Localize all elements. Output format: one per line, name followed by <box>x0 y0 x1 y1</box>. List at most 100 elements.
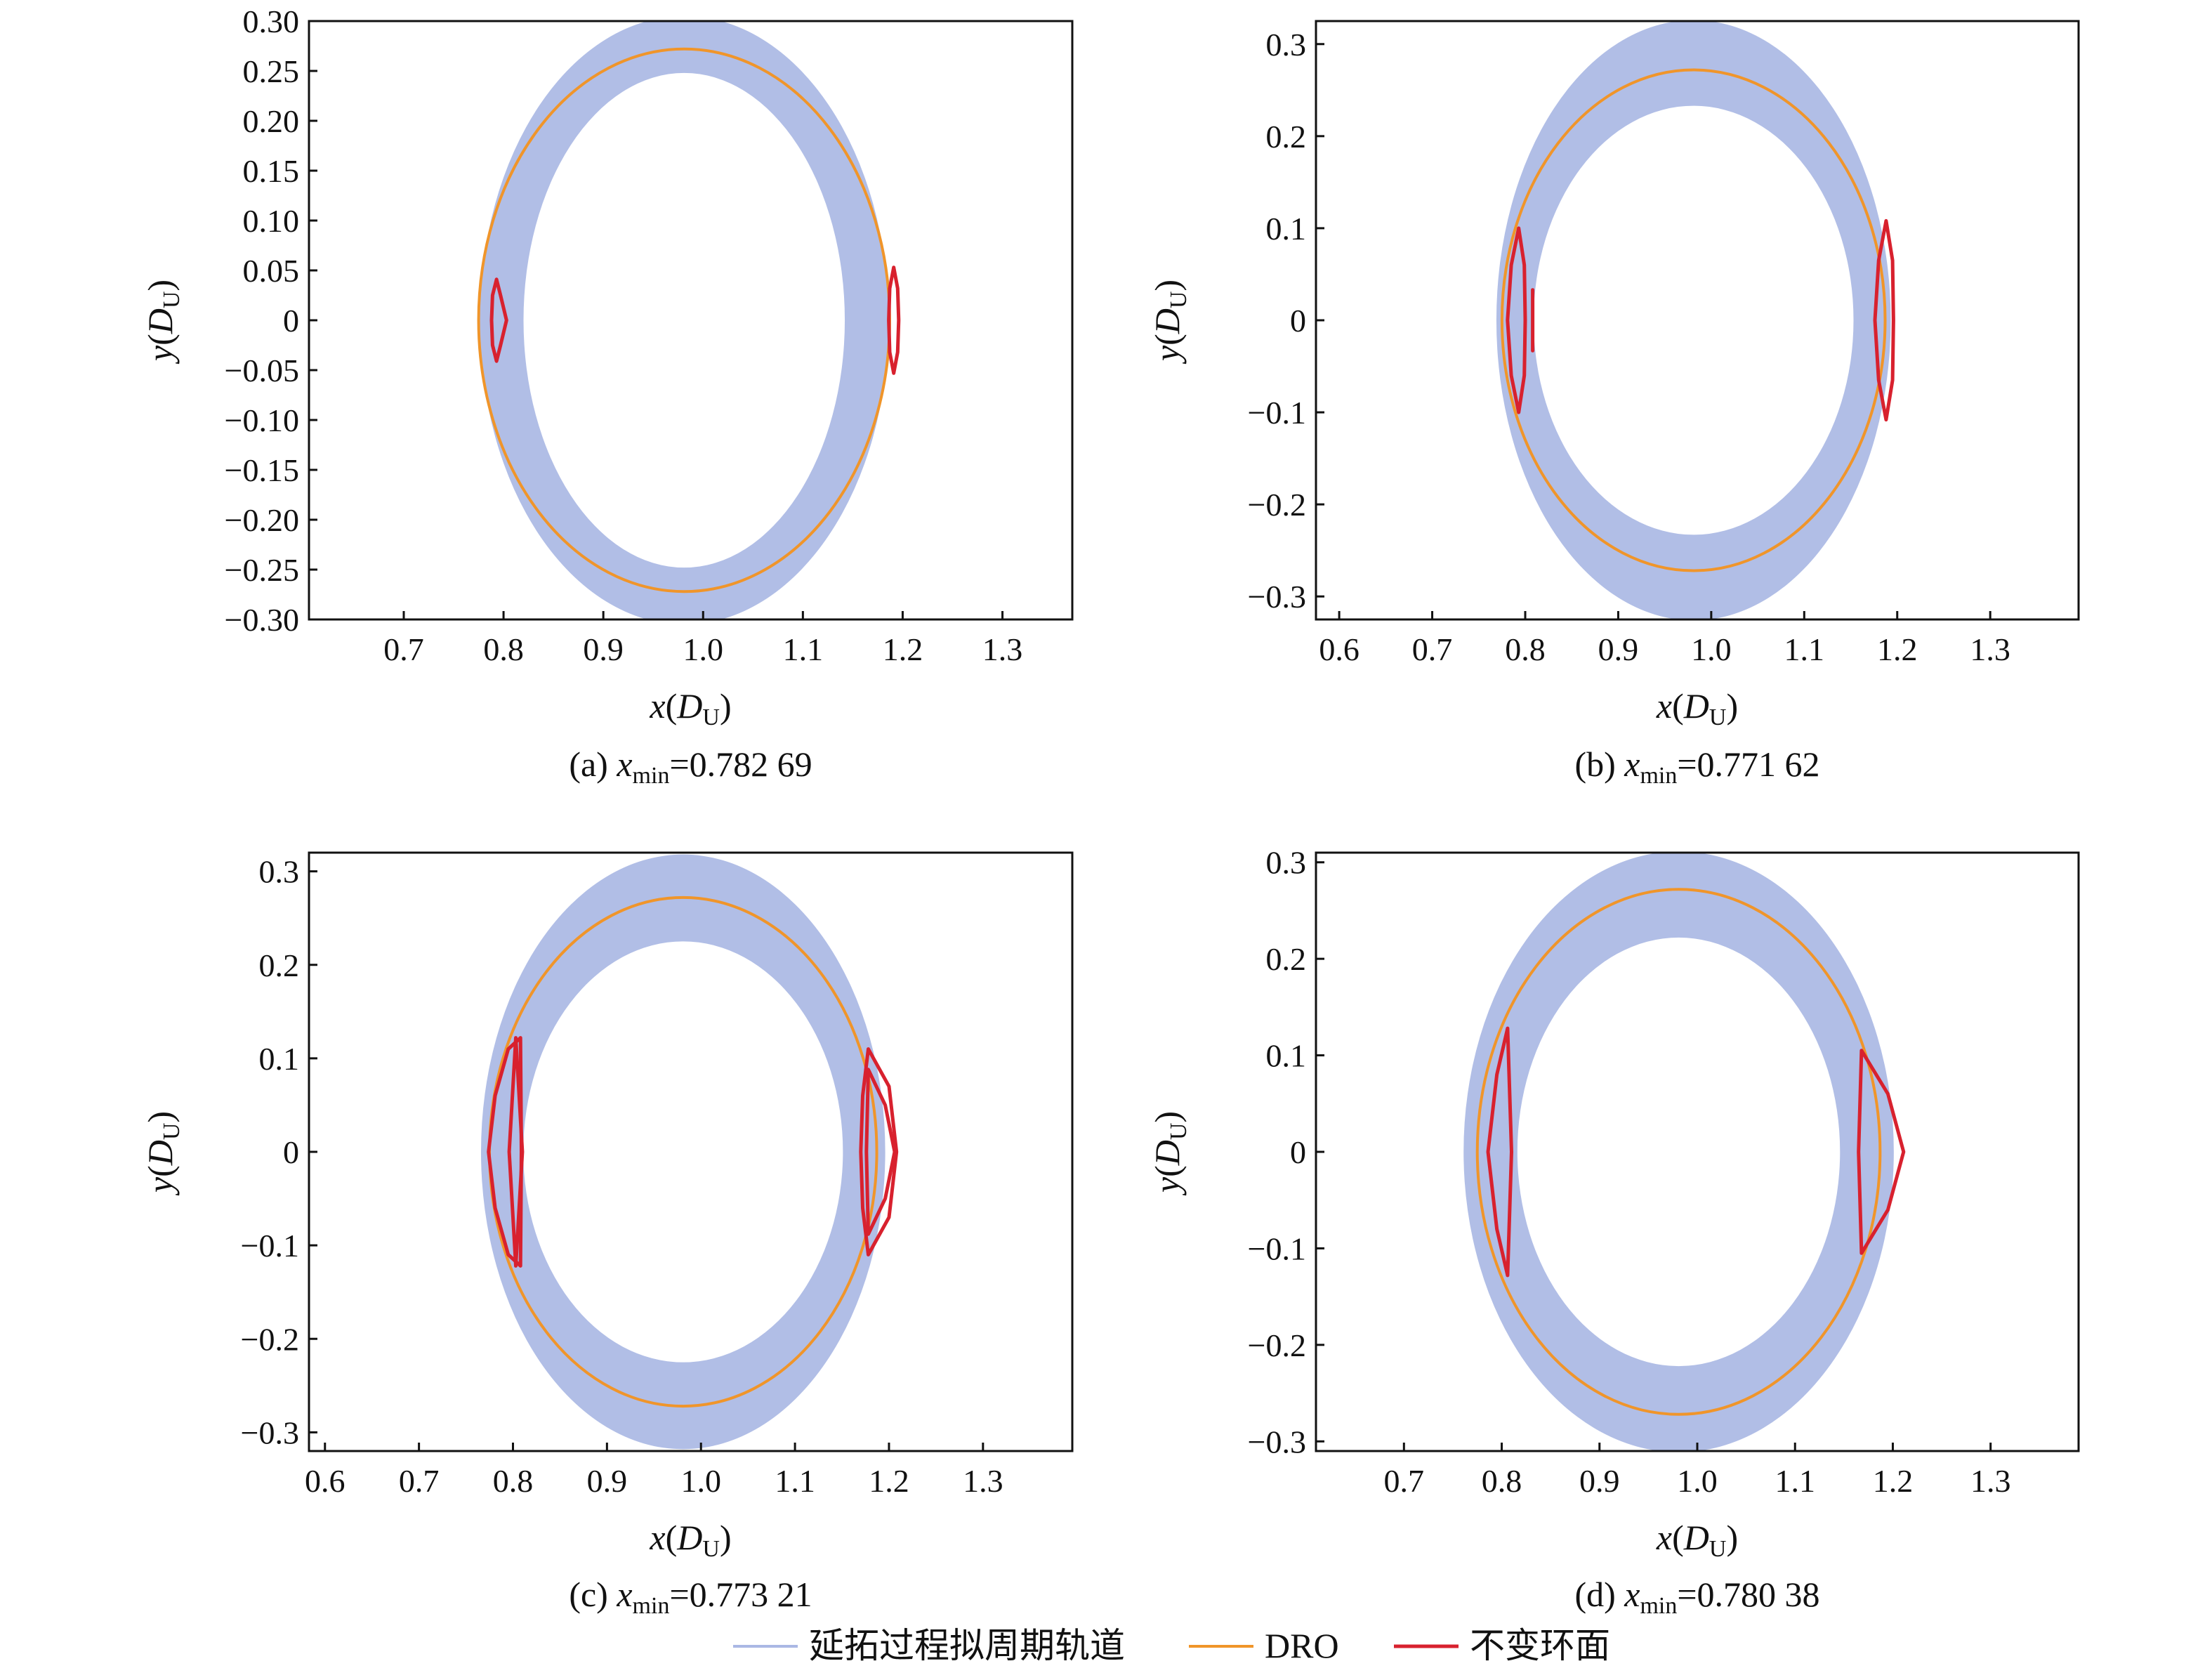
x-tick-label: 0.9 <box>583 631 624 667</box>
y-tick-label: −0.20 <box>225 502 299 538</box>
y-tick-label: −0.1 <box>241 1228 299 1264</box>
legend-item-dro: DRO <box>1189 1626 1339 1665</box>
x-tick-label: 0.7 <box>383 631 424 667</box>
y-tick-label: −0.3 <box>1248 579 1306 615</box>
x-tick-label: 1.0 <box>1677 1463 1718 1499</box>
torus-loop-1 <box>1506 226 1527 414</box>
panel-caption: (a) xmin=0.782 69 <box>569 744 812 789</box>
y-tick-label: 0.10 <box>243 203 300 239</box>
x-tick-label: 1.2 <box>1873 1463 1914 1499</box>
y-tick-label: −0.25 <box>225 552 299 588</box>
legend-label-dro: DRO <box>1265 1626 1339 1665</box>
x-tick-label: 0.8 <box>1505 631 1546 667</box>
y-tick-label: −0.2 <box>1248 487 1306 523</box>
x-tick-label: 1.3 <box>1970 1463 2011 1499</box>
y-tick-label: −0.15 <box>225 452 299 488</box>
y-tick-label: 0.2 <box>1266 119 1307 155</box>
x-tick-label: 0.7 <box>399 1463 440 1499</box>
y-axis-label: y(DU) <box>1147 280 1192 365</box>
x-tick-label: 1.3 <box>1970 631 2010 667</box>
x-tick-label: 0.8 <box>483 631 524 667</box>
y-axis-label: y(DU) <box>1147 1111 1192 1196</box>
y-tick-label: −0.1 <box>1248 1231 1306 1266</box>
panel-b: 0.6 0.7 0.8 0.9 1.0 1.1 1.2 1.3 0.3 0.2 0.1 0 −0.1 −0… <box>1147 20 2080 789</box>
legend-item-quasi: 延拓过程拟周期轨道 <box>733 1626 1125 1665</box>
x-tick-label: 1.0 <box>680 1463 721 1499</box>
quasi-periodic-band <box>479 21 889 619</box>
y-tick-label: 0.2 <box>1266 941 1307 977</box>
x-tick-label: 0.7 <box>1412 631 1453 667</box>
x-tick-label: 1.2 <box>883 631 923 667</box>
torus-loop-1 <box>1486 1026 1513 1278</box>
y-tick-label: 0.3 <box>1266 845 1307 881</box>
torus-loop-3 <box>859 1047 899 1256</box>
x-tick-label: 0.8 <box>1482 1463 1522 1499</box>
dro-orbit <box>1500 68 1887 572</box>
y-tick-label: 0 <box>283 1134 299 1170</box>
x-axis-label: x(DU) <box>1656 1518 1738 1562</box>
x-tick-label: 0.9 <box>1598 631 1639 667</box>
x-tick-label: 1.0 <box>1691 631 1732 667</box>
quasi-periodic-band <box>480 854 886 1450</box>
y-axis-label: y(DU) <box>140 1111 185 1196</box>
y-tick-label: 0.05 <box>243 253 300 289</box>
panel-caption: (d) xmin=0.780 38 <box>1574 1575 1819 1619</box>
axes-frame <box>308 851 1074 1452</box>
x-axis-label: x(DU) <box>649 686 731 730</box>
panel-c: 0.6 0.7 0.8 0.9 1.0 1.1 1.2 1.3 0.3 0.2 0.1 0 −0.1 −0… <box>140 851 1074 1619</box>
torus-loop-2 <box>1857 1049 1906 1255</box>
x-tick-label: 1.1 <box>775 1463 815 1499</box>
y-tick-label: 0.3 <box>259 854 300 890</box>
y-tick-label: 0.3 <box>1266 27 1307 63</box>
x-axis-label: x(DU) <box>649 1518 731 1562</box>
axes-frame <box>1315 20 2080 621</box>
y-tick-label: −0.05 <box>225 353 299 388</box>
y-tick-label: −0.2 <box>241 1321 299 1357</box>
axes-frame <box>1315 851 2080 1452</box>
plot-area <box>477 21 901 619</box>
dro-orbit <box>1475 888 1882 1416</box>
x-tick-label: 0.6 <box>1319 631 1360 667</box>
x-tick-label: 0.6 <box>305 1463 345 1499</box>
axes-frame <box>308 20 1074 621</box>
legend-label-quasi: 延拓过程拟周期轨道 <box>809 1626 1125 1665</box>
y-tick-label: 0.1 <box>259 1041 300 1077</box>
x-tick-label: 0.7 <box>1384 1463 1425 1499</box>
plot-area <box>1496 21 1895 619</box>
quasi-periodic-band <box>1463 853 1894 1451</box>
panel-caption: (c) xmin=0.773 21 <box>569 1575 812 1619</box>
torus-loop-2 <box>507 1036 525 1268</box>
legend: 延拓过程拟周期轨道 DRO 不变环面 <box>733 1626 1610 1665</box>
x-tick-label: 1.1 <box>783 631 824 667</box>
panel-caption: (b) xmin=0.771 62 <box>1574 744 1819 789</box>
x-tick-label: 1.2 <box>1877 631 1918 667</box>
torus-loop-2 <box>887 265 901 375</box>
x-tick-label: 1.1 <box>1784 631 1825 667</box>
y-tick-label: 0.2 <box>259 947 300 983</box>
x-tick-label: 0.9 <box>587 1463 628 1499</box>
quasi-periodic-band <box>1496 21 1891 619</box>
y-tick-label: 0.15 <box>243 153 300 189</box>
y-tick-label: 0 <box>1290 303 1306 339</box>
x-tick-label: 0.9 <box>1579 1463 1620 1499</box>
x-tick-label: 1.2 <box>869 1463 909 1499</box>
x-tick-label: 1.3 <box>982 631 1023 667</box>
plot-area <box>480 854 899 1450</box>
y-tick-label: −0.2 <box>1248 1327 1306 1363</box>
panel-a: 0.7 0.8 0.9 1.0 1.1 1.2 1.3 0.30 0.25 0.20 0.15 0.1… <box>140 4 1074 789</box>
x-tick-label: 1.3 <box>963 1463 1003 1499</box>
y-tick-label: 0.25 <box>243 53 300 89</box>
y-tick-label: 0 <box>1290 1134 1306 1170</box>
y-tick-label: 0.1 <box>1266 1038 1307 1074</box>
panel-d: 0.7 0.8 0.9 1.0 1.1 1.2 1.3 0.3 0.2 0.1 0 −0.1 −0.2 −… <box>1147 845 2080 1619</box>
x-tick-label: 1.0 <box>683 631 724 667</box>
y-tick-label: 0.30 <box>243 4 300 39</box>
y-tick-label: −0.3 <box>1248 1424 1306 1459</box>
x-tick-label: 1.1 <box>1775 1463 1815 1499</box>
y-tick-label: 0.1 <box>1266 211 1307 247</box>
torus-loop-1 <box>489 277 508 363</box>
x-tick-label: 0.8 <box>493 1463 534 1499</box>
y-tick-label: −0.30 <box>225 602 299 638</box>
y-tick-label: −0.10 <box>225 402 299 438</box>
